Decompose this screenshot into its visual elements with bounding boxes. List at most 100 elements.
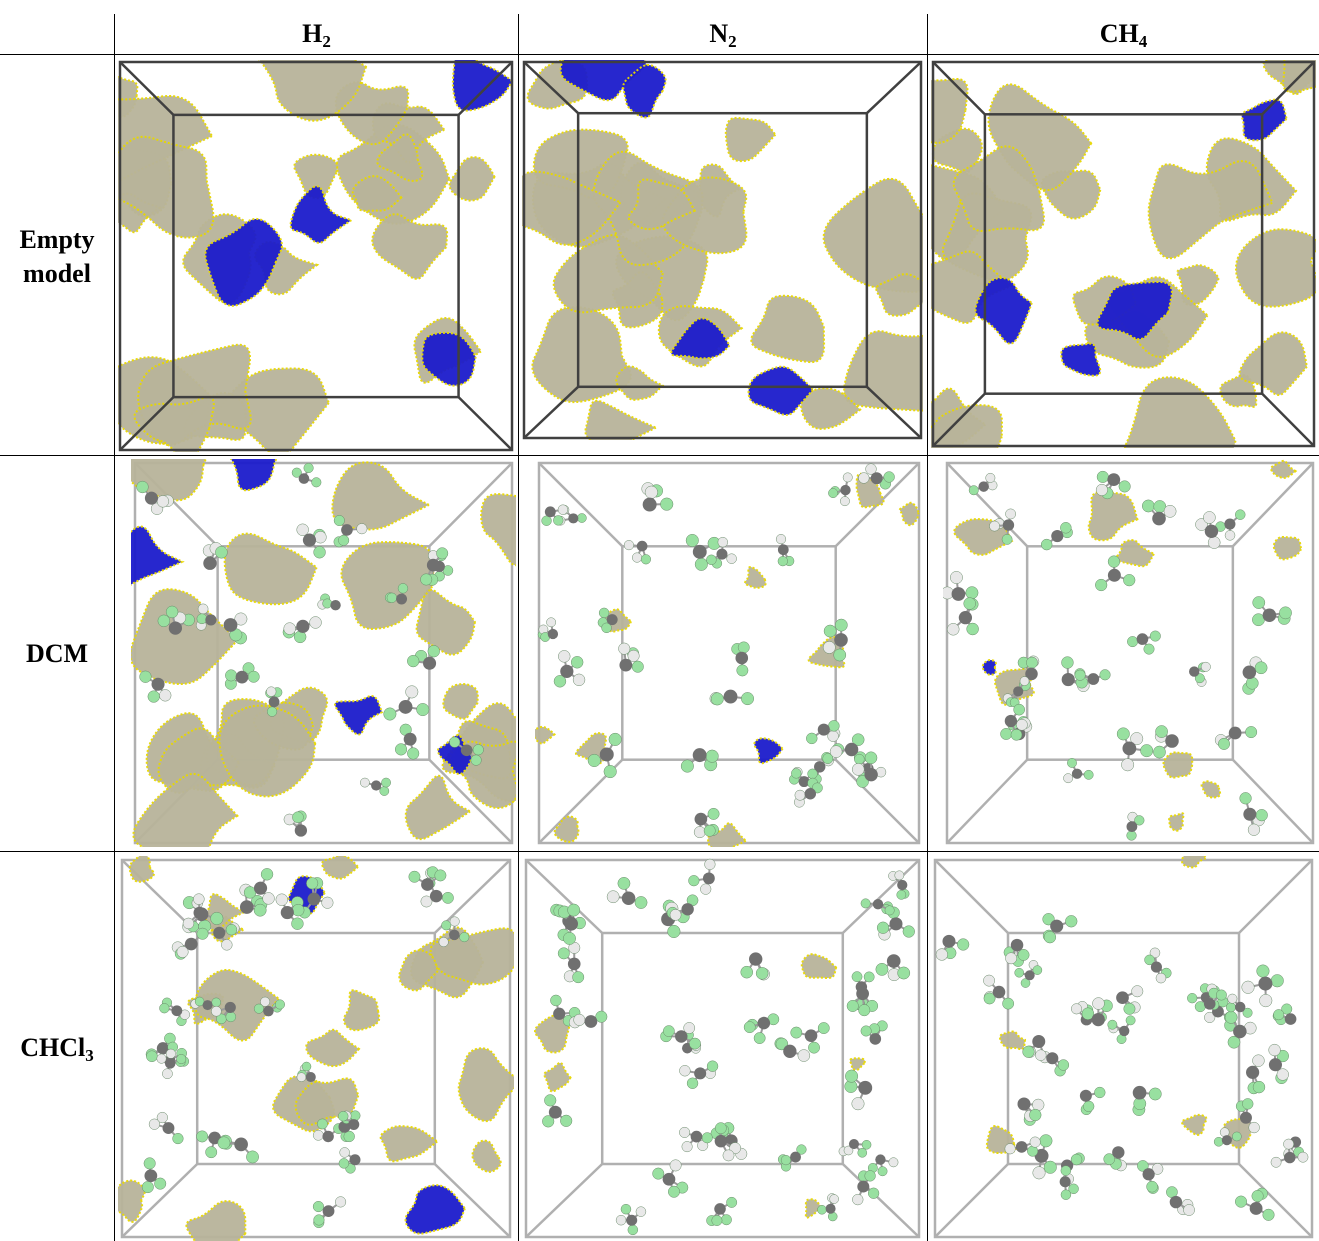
solvent-molecule bbox=[1246, 1054, 1266, 1095]
solvent-molecule bbox=[1107, 1015, 1136, 1044]
column-header-subscript: 4 bbox=[1138, 32, 1148, 51]
pore-surface bbox=[404, 774, 473, 841]
solvent-molecule bbox=[789, 766, 818, 788]
pore-surface bbox=[371, 213, 449, 280]
solvent-molecule bbox=[1235, 1187, 1275, 1221]
pore-surface bbox=[875, 273, 923, 317]
pore-surface bbox=[331, 461, 432, 531]
pore-surface bbox=[415, 588, 476, 656]
panel-dcm-n2 bbox=[535, 459, 923, 847]
pore-surface bbox=[1123, 376, 1237, 448]
solvent-molecule bbox=[141, 1157, 167, 1194]
solvent-molecule bbox=[1004, 703, 1031, 741]
solvent-molecule bbox=[394, 723, 420, 760]
simulation-box bbox=[120, 858, 512, 1239]
solvent-molecule bbox=[623, 540, 651, 565]
solvent-molecule bbox=[1081, 997, 1113, 1027]
solvent-molecule bbox=[641, 482, 674, 512]
column-header-h2: H2 bbox=[115, 14, 518, 54]
solvent-molecule bbox=[213, 922, 240, 951]
pore-surface bbox=[1168, 812, 1185, 832]
solvent-molecule bbox=[541, 504, 569, 526]
pore-surface bbox=[436, 734, 474, 776]
snapshot-image bbox=[522, 60, 923, 440]
solvent-molecule bbox=[688, 858, 716, 895]
pore-surface bbox=[1219, 374, 1258, 408]
solvent-molecule bbox=[858, 463, 895, 490]
pore-surface bbox=[1147, 160, 1274, 260]
solvent-molecule bbox=[312, 1118, 344, 1143]
solvent-molecule bbox=[1095, 470, 1131, 500]
row-header-line: DCM bbox=[25, 639, 89, 668]
pore-surface bbox=[157, 727, 241, 794]
solvent-molecule bbox=[383, 685, 430, 721]
pore-surface bbox=[1180, 1113, 1208, 1136]
solvent-molecule bbox=[1194, 983, 1227, 1013]
solvent-molecule bbox=[652, 1159, 689, 1198]
solvent-molecule bbox=[867, 1154, 899, 1177]
pore-surface bbox=[305, 1028, 361, 1068]
solvent-molecule bbox=[1235, 1098, 1260, 1134]
pore-surface bbox=[404, 1184, 467, 1235]
solvent-molecule bbox=[148, 1111, 184, 1145]
solvent-molecule bbox=[296, 523, 327, 559]
solvent-molecule bbox=[296, 1061, 316, 1083]
solvent-molecule bbox=[947, 597, 979, 636]
solvent-molecule bbox=[822, 618, 848, 662]
solvent-molecule bbox=[846, 987, 879, 1017]
pore-surface bbox=[1087, 490, 1139, 542]
solvent-molecule bbox=[333, 515, 368, 548]
pore-surface bbox=[952, 145, 1045, 232]
pore-surface bbox=[128, 856, 155, 883]
solvent-molecule bbox=[876, 906, 915, 941]
solvent-molecule bbox=[171, 927, 209, 960]
solvent-molecule bbox=[338, 1147, 361, 1174]
solvent-molecule bbox=[202, 542, 228, 570]
solvent-molecule bbox=[860, 1020, 888, 1045]
solvent-molecule bbox=[679, 1126, 713, 1153]
table-rule bbox=[114, 14, 115, 1241]
pore-surface bbox=[1240, 98, 1288, 142]
solvent-molecule bbox=[606, 877, 648, 909]
pore-surface bbox=[1270, 459, 1298, 479]
solvent-molecule bbox=[537, 617, 559, 642]
solvent-molecule bbox=[338, 1110, 361, 1131]
pore-surface bbox=[131, 525, 185, 586]
pore-surface bbox=[843, 330, 923, 412]
pore-surface bbox=[334, 695, 384, 736]
solvent-molecule bbox=[1042, 913, 1078, 944]
solvent-molecule bbox=[1153, 725, 1179, 759]
row-header-empty-model: Empty model bbox=[0, 223, 114, 291]
solvent-molecule bbox=[1242, 656, 1268, 695]
pore-surface bbox=[999, 1030, 1027, 1051]
solvent-molecule bbox=[828, 472, 853, 507]
pore-surface bbox=[398, 949, 440, 992]
pore-surface bbox=[194, 968, 280, 1042]
solvent-molecule bbox=[740, 952, 770, 981]
row-header-chcl3: CHCl3 bbox=[0, 1031, 114, 1065]
pore-surface bbox=[670, 317, 731, 360]
pore-surface bbox=[1115, 539, 1156, 568]
pore-surface bbox=[1181, 856, 1207, 869]
solvent-molecule bbox=[1004, 1136, 1041, 1157]
solvent-molecule bbox=[983, 974, 1015, 1010]
row-header-label: CHCl bbox=[20, 1033, 86, 1062]
solvent-molecule bbox=[806, 720, 841, 745]
pore-surface bbox=[1060, 342, 1102, 377]
column-header-n2: N2 bbox=[519, 14, 927, 54]
solvent-molecule bbox=[224, 662, 260, 690]
pore-surface bbox=[1200, 780, 1222, 799]
solvent-molecule bbox=[1132, 1085, 1162, 1116]
solvent-molecule bbox=[1003, 938, 1030, 967]
row-header-dcm: DCM bbox=[0, 637, 114, 671]
solvent-molecule bbox=[817, 1193, 839, 1222]
solvent-molecule bbox=[1241, 964, 1284, 1008]
solvent-molecule bbox=[838, 1139, 872, 1158]
solvent-molecule bbox=[211, 1001, 237, 1025]
pore-surface bbox=[981, 659, 997, 676]
solvent-molecule bbox=[407, 645, 440, 670]
solvent-molecule bbox=[553, 650, 586, 688]
solvent-molecule bbox=[420, 547, 449, 586]
solvent-molecule bbox=[1270, 1138, 1309, 1168]
pore-surface bbox=[747, 365, 815, 416]
